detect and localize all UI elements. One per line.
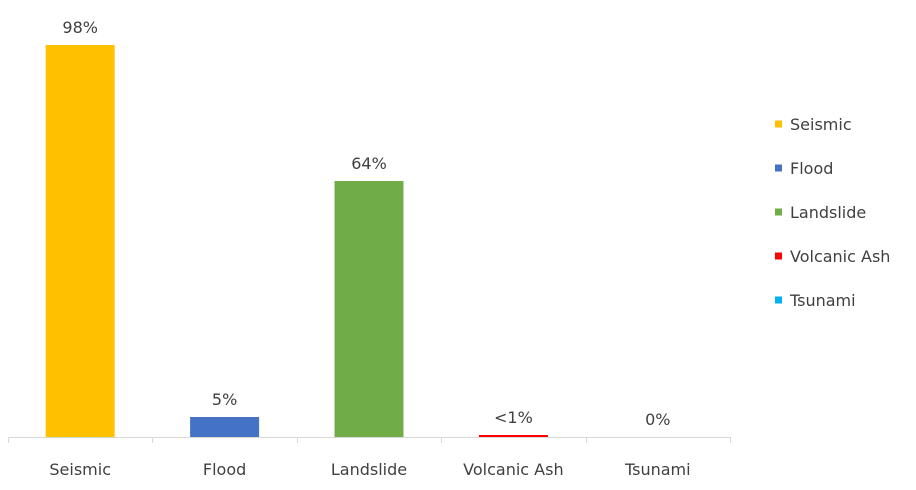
- legend: Seismic Flood Landslide Volcanic Ash Tsunami: [775, 115, 890, 310]
- legend-label-tsunami: Tsunami: [789, 291, 856, 310]
- x-tick-label-seismic: Seismic: [49, 460, 111, 479]
- data-label-tsunami: 0%: [645, 410, 670, 429]
- legend-swatch-seismic: [775, 120, 782, 128]
- data-label-volcanic-ash: <1%: [494, 408, 533, 427]
- legend-swatch-landslide: [775, 208, 782, 216]
- x-tick-label-volcanic-ash: Volcanic Ash: [463, 460, 563, 479]
- legend-label-seismic: Seismic: [790, 115, 852, 134]
- bar-flood: [190, 417, 260, 437]
- legend-label-landslide: Landslide: [790, 203, 866, 222]
- legend-swatch-flood: [775, 164, 782, 172]
- data-label-flood: 5%: [212, 390, 237, 409]
- bar-volcanic-ash: [478, 435, 548, 437]
- legend-swatch-volcanic-ash: [775, 252, 782, 260]
- x-tick-label-flood: Flood: [203, 460, 246, 479]
- legend-label-volcanic-ash: Volcanic Ash: [790, 247, 890, 266]
- x-tick-label-tsunami: Tsunami: [624, 460, 691, 479]
- x-tick-label-landslide: Landslide: [331, 460, 407, 479]
- data-label-landslide: 64%: [351, 154, 387, 173]
- x-axis: Seismic Flood Landslide Volcanic Ash Tsunami: [8, 437, 731, 479]
- data-label-seismic: 98%: [62, 18, 98, 37]
- bar-seismic: [45, 45, 115, 437]
- legend-swatch-tsunami: [775, 296, 782, 304]
- legend-label-flood: Flood: [790, 159, 833, 178]
- bars-layer: [45, 45, 548, 437]
- data-labels-layer: 98% 5% 64% <1% 0%: [62, 18, 670, 429]
- bar-landslide: [334, 181, 404, 437]
